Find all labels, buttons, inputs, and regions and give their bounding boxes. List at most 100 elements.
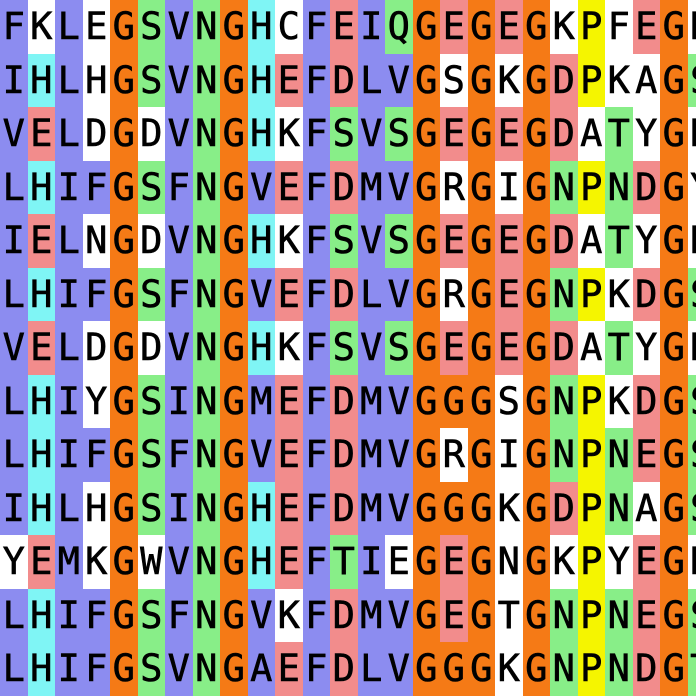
residue-cell: G (220, 214, 248, 268)
residue-cell: G (522, 267, 550, 321)
residue-cell: M (357, 428, 385, 482)
residue-cell: R (440, 160, 468, 214)
residue-cell: H (247, 53, 275, 107)
residue-cell: E (330, 0, 358, 54)
residue-cell: D (550, 214, 578, 268)
residue-cell: L (0, 428, 28, 482)
residue-cell: E (440, 0, 468, 54)
residue-cell: H (27, 160, 55, 214)
residue-cell: F (165, 588, 193, 642)
sequence-row: LHIFGSVNGAEFDLVGGGKGNPNDGT (0, 642, 696, 696)
residue-cell: D (330, 642, 358, 696)
residue-cell: H (247, 321, 275, 375)
residue-cell: F (302, 53, 330, 107)
residue-cell: V (385, 481, 413, 535)
residue-cell: G (110, 267, 138, 321)
residue-cell: G (522, 374, 550, 428)
residue-cell: P (577, 0, 605, 54)
residue-cell: H (27, 642, 55, 696)
residue-cell: P (577, 428, 605, 482)
residue-cell: G (110, 53, 138, 107)
residue-cell: G (660, 160, 688, 214)
residue-cell: S (137, 160, 165, 214)
residue-cell: G (110, 374, 138, 428)
residue-cell: N (192, 214, 220, 268)
residue-cell: I (55, 642, 83, 696)
residue-cell: N (550, 588, 578, 642)
residue-cell: G (110, 481, 138, 535)
residue-cell: H (27, 588, 55, 642)
residue-cell: G (220, 374, 248, 428)
residue-cell: M (357, 481, 385, 535)
residue-cell: G (522, 107, 550, 161)
residue-cell: N (550, 642, 578, 696)
residue-cell: V (165, 0, 193, 54)
sequence-row: YEMKGWVNGHEFTIEGEGNGKPYEGK (0, 535, 696, 589)
residue-cell: A (632, 53, 660, 107)
residue-cell: V (165, 214, 193, 268)
residue-cell: G (220, 588, 248, 642)
residue-cell: G (412, 53, 440, 107)
residue-cell: G (220, 642, 248, 696)
residue-cell: Q (385, 0, 413, 54)
residue-cell: D (330, 481, 358, 535)
residue-cell: G (412, 321, 440, 375)
residue-cell: D (632, 267, 660, 321)
residue-cell: D (632, 642, 660, 696)
residue-cell: D (632, 160, 660, 214)
residue-cell: L (55, 0, 83, 54)
residue-cell: D (550, 53, 578, 107)
residue-cell: G (220, 107, 248, 161)
residue-cell: G (467, 214, 495, 268)
residue-cell: N (550, 428, 578, 482)
residue-cell: G (522, 588, 550, 642)
sequence-row: LHIFGSFNGVEFDMVGRGIGNPNDGY (0, 160, 696, 214)
residue-cell: V (165, 642, 193, 696)
residue-cell: N (192, 160, 220, 214)
residue-cell: H (247, 214, 275, 268)
residue-cell: G (467, 107, 495, 161)
residue-cell: D (330, 267, 358, 321)
residue-cell: G (110, 0, 138, 54)
residue-cell: L (357, 267, 385, 321)
residue-cell: G (467, 0, 495, 54)
residue-cell: K (275, 588, 303, 642)
residue-cell: F (82, 160, 110, 214)
residue-cell: N (192, 374, 220, 428)
residue-cell: F (605, 0, 633, 54)
residue-cell: E (495, 321, 523, 375)
residue-cell: E (275, 267, 303, 321)
residue-cell: G (660, 588, 688, 642)
residue-cell: P (577, 481, 605, 535)
residue-cell: G (412, 374, 440, 428)
residue-cell: K (495, 53, 523, 107)
residue-cell: L (0, 588, 28, 642)
residue-cell: G (660, 214, 688, 268)
residue-cell: K (687, 0, 696, 54)
residue-cell: I (165, 374, 193, 428)
residue-cell: L (0, 642, 28, 696)
residue-cell: D (550, 321, 578, 375)
residue-cell: D (137, 214, 165, 268)
residue-cell: G (522, 481, 550, 535)
residue-cell: Y (605, 535, 633, 589)
residue-cell: V (165, 321, 193, 375)
residue-cell: I (0, 53, 28, 107)
residue-cell: G (440, 374, 468, 428)
residue-cell: A (577, 107, 605, 161)
residue-cell: P (577, 588, 605, 642)
residue-cell: G (220, 321, 248, 375)
residue-cell: D (550, 107, 578, 161)
residue-cell: N (605, 481, 633, 535)
residue-cell: H (27, 267, 55, 321)
residue-cell: F (302, 642, 330, 696)
residue-cell: H (247, 481, 275, 535)
residue-cell: I (357, 535, 385, 589)
residue-cell: G (522, 642, 550, 696)
sequence-row: IHLHGSVNGHEFDLVGSGKGDPKAGS (0, 53, 696, 107)
residue-cell: G (660, 374, 688, 428)
residue-cell: L (0, 374, 28, 428)
residue-cell: D (330, 428, 358, 482)
residue-cell: K (605, 374, 633, 428)
residue-cell: T (605, 321, 633, 375)
